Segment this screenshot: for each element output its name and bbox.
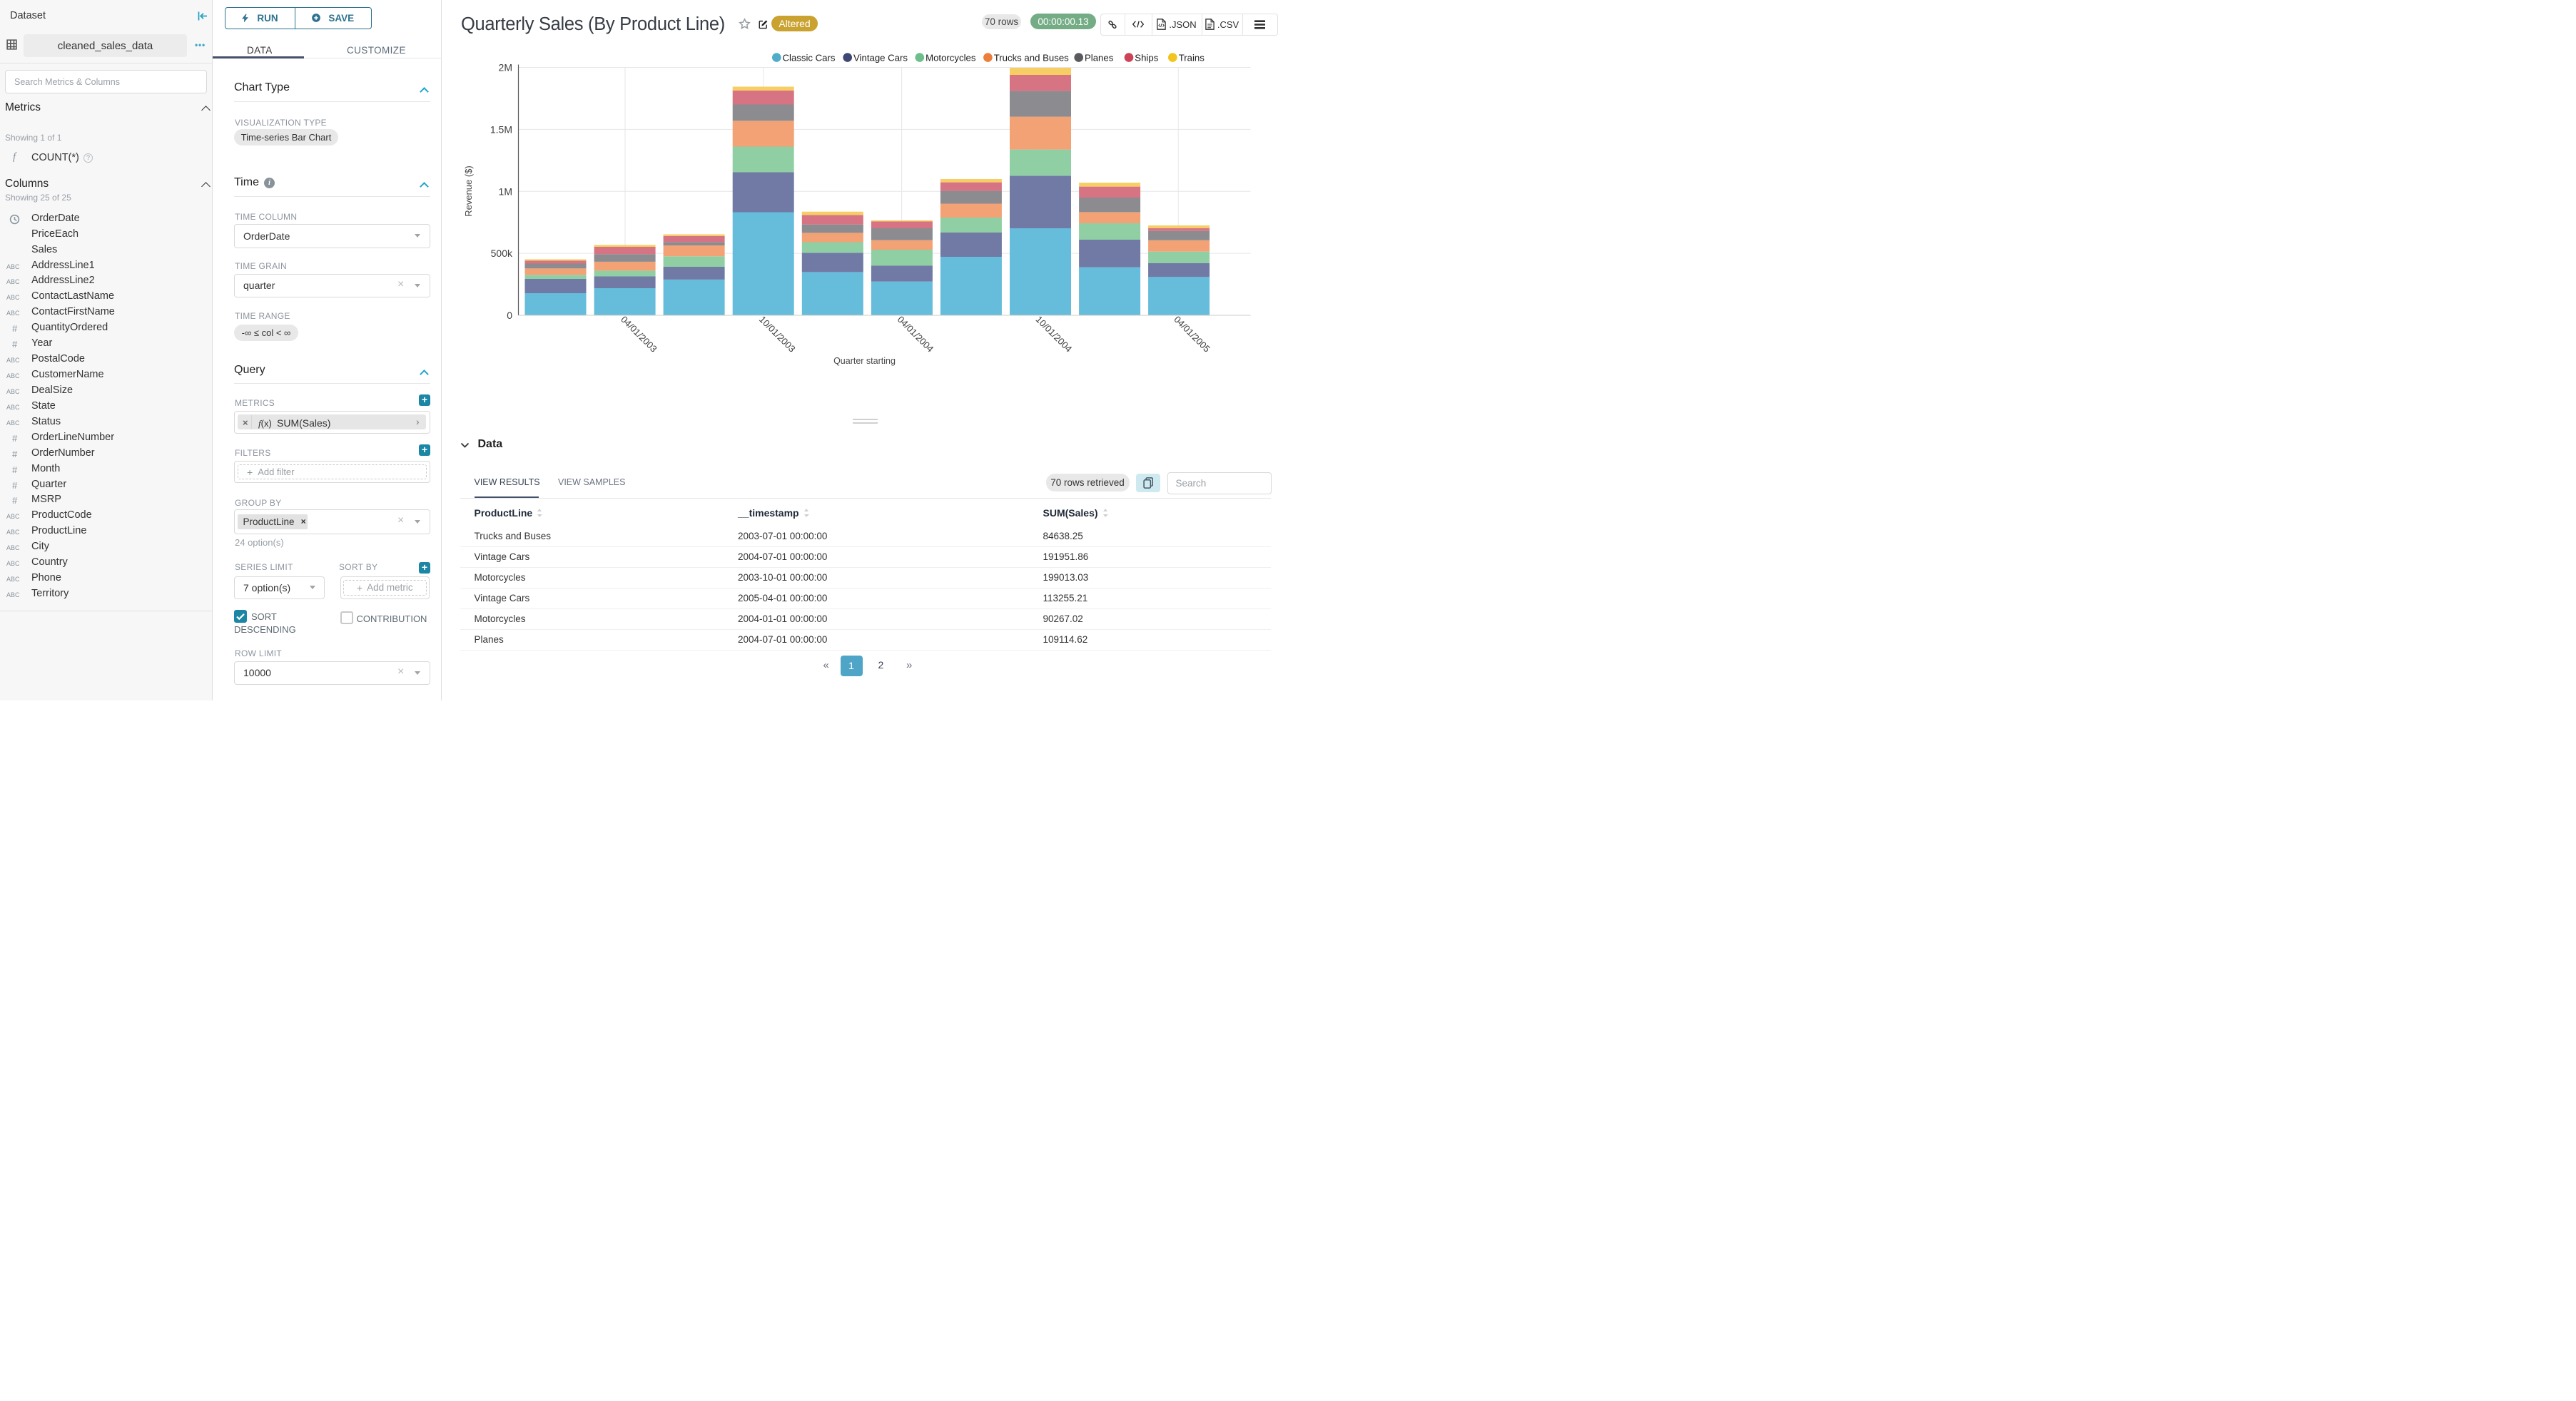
svg-text:04/01/2005: 04/01/2005 (1172, 314, 1212, 355)
svg-text:Quarter starting: Quarter starting (833, 356, 896, 366)
svg-text:10/01/2003: 10/01/2003 (756, 314, 797, 355)
svg-text:1M: 1M (498, 185, 512, 197)
svg-text:Ships: Ships (1135, 52, 1158, 63)
svg-text:1.5M: 1.5M (490, 123, 512, 135)
svg-text:2M: 2M (498, 62, 512, 73)
svg-text:04/01/2003: 04/01/2003 (619, 314, 659, 355)
svg-text:Trucks and Buses: Trucks and Buses (993, 52, 1068, 63)
svg-text:Classic Cars: Classic Cars (782, 52, 835, 63)
svg-text:500k: 500k (490, 248, 512, 259)
svg-text:Motorcycles: Motorcycles (926, 52, 976, 63)
svg-text:Trains: Trains (1178, 52, 1205, 63)
svg-text:04/01/2004: 04/01/2004 (895, 314, 935, 355)
svg-text:Vintage Cars: Vintage Cars (853, 52, 908, 63)
svg-text:10/01/2004: 10/01/2004 (1033, 314, 1074, 355)
svg-text:Revenue ($): Revenue ($) (463, 165, 474, 217)
svg-text:0: 0 (507, 310, 512, 321)
svg-text:Planes: Planes (1085, 52, 1114, 63)
